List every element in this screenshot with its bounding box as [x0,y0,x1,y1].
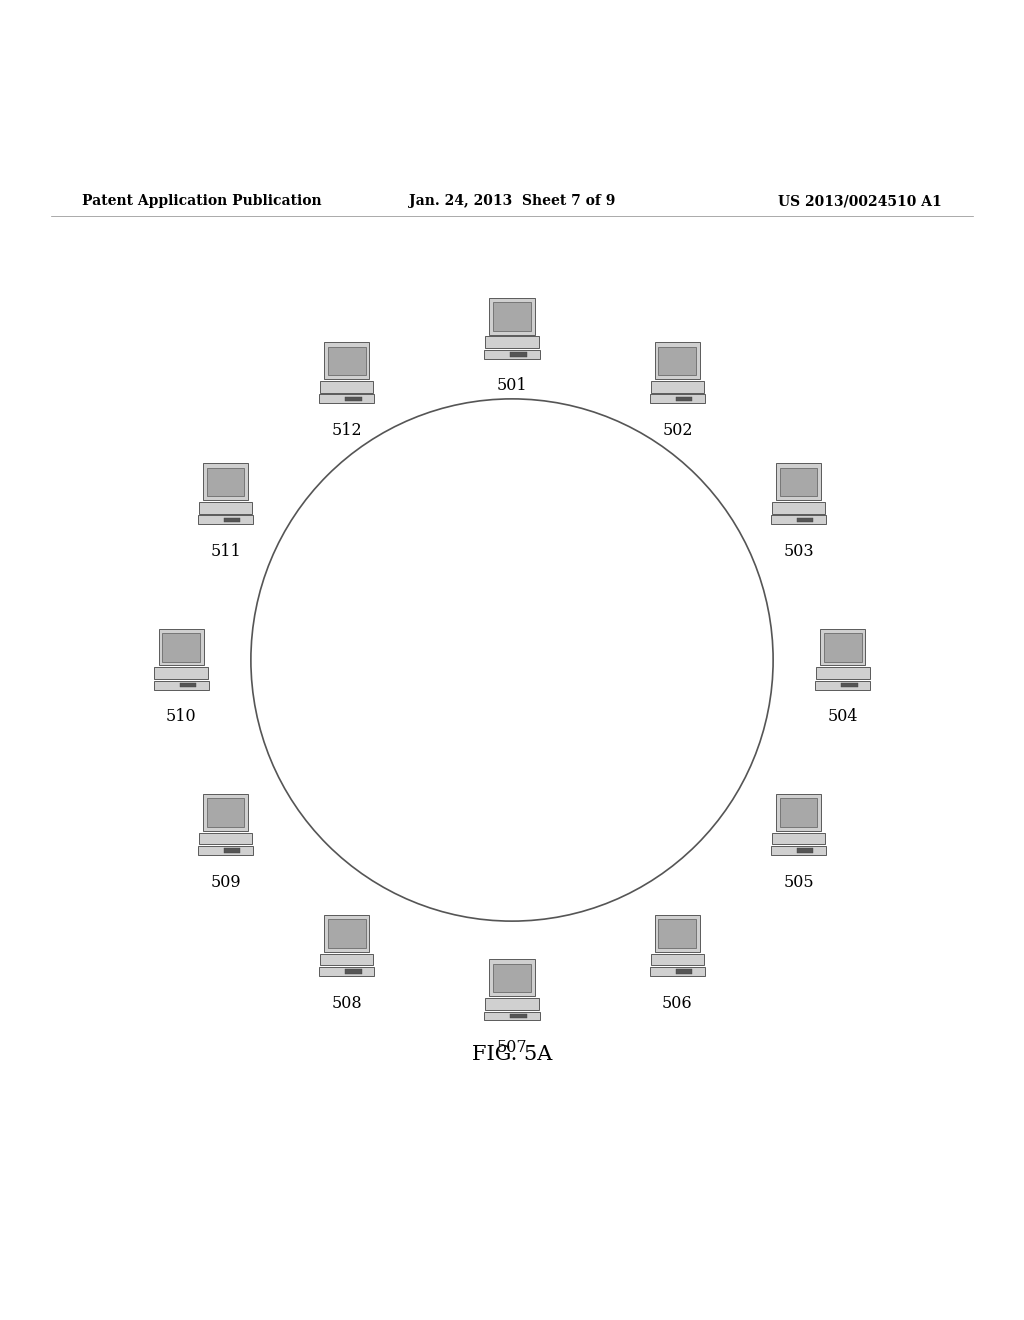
Bar [815,681,870,689]
Bar [816,667,869,678]
Bar [676,969,692,974]
Text: 511: 511 [210,543,241,560]
Text: Jan. 24, 2013  Sheet 7 of 9: Jan. 24, 2013 Sheet 7 of 9 [409,194,615,209]
Bar [494,302,530,331]
Bar [776,463,821,500]
Bar [824,634,861,661]
Bar [510,1014,527,1018]
Text: 510: 510 [166,708,197,725]
Text: 507: 507 [497,1039,527,1056]
Bar [345,969,361,974]
Bar [797,849,813,853]
Bar [776,793,821,830]
Bar [841,682,858,688]
Bar [489,960,535,997]
Text: 508: 508 [332,994,361,1011]
Bar [207,467,245,496]
Bar [319,968,374,975]
Bar [771,846,826,855]
Bar [224,849,241,853]
Bar [779,467,817,496]
Text: 509: 509 [210,874,241,891]
Bar [199,502,252,513]
Bar [797,517,813,523]
Bar [484,1011,540,1020]
Bar [650,953,705,965]
Bar [771,515,826,524]
Bar [655,342,700,379]
Bar [650,395,705,403]
Bar [203,463,248,500]
Bar [820,628,865,665]
Bar [198,846,253,855]
Bar [159,628,204,665]
Bar [485,337,539,348]
Bar [658,347,696,375]
Bar [650,968,705,975]
Bar [324,342,369,379]
Bar [485,998,539,1010]
Text: 512: 512 [332,421,361,438]
Bar [319,953,374,965]
Text: 505: 505 [783,874,814,891]
Text: 501: 501 [497,378,527,395]
Bar [328,347,366,375]
Bar [207,799,245,828]
Bar [772,502,825,513]
Bar [676,396,692,401]
Bar [494,964,530,993]
Bar [484,350,540,359]
Bar [319,380,374,392]
Bar [199,833,252,845]
Text: 502: 502 [663,421,692,438]
Bar [779,799,817,828]
Bar [154,681,209,689]
Bar [489,298,535,334]
Bar [198,515,253,524]
Bar [155,667,208,678]
Text: US 2013/0024510 A1: US 2013/0024510 A1 [778,194,942,209]
Bar [325,915,370,952]
Text: Patent Application Publication: Patent Application Publication [82,194,322,209]
Text: FIG. 5A: FIG. 5A [472,1044,552,1064]
Bar [203,793,248,830]
Bar [658,920,696,948]
Bar [163,634,200,661]
Bar [328,920,366,948]
Text: 506: 506 [663,994,692,1011]
Bar [179,682,197,688]
Text: 503: 503 [783,543,814,560]
Bar [655,915,700,952]
Bar [650,380,705,392]
Text: 504: 504 [827,708,858,725]
Bar [224,517,241,523]
Bar [510,352,527,356]
Bar [345,396,361,401]
Bar [319,395,374,403]
Bar [772,833,825,845]
